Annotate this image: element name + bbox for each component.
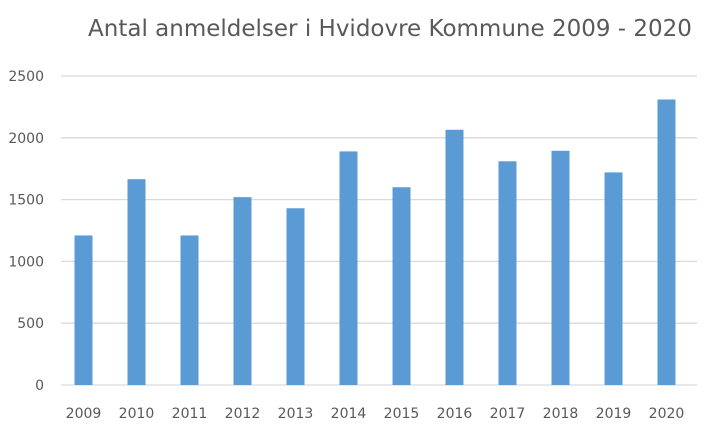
x-tick-label: 2017 (490, 406, 526, 422)
x-tick-label: 2018 (543, 406, 579, 422)
x-tick-label: 2010 (119, 406, 155, 422)
x-tick-label: 2020 (649, 406, 685, 422)
bar-2012 (233, 197, 252, 385)
bar-2020 (657, 99, 676, 385)
x-tick-label: 2012 (225, 406, 261, 422)
y-tick-label: 2500 (8, 69, 44, 85)
x-tick-label: 2019 (596, 406, 632, 422)
bar-2016 (445, 129, 464, 385)
y-tick-label: 2000 (8, 131, 44, 147)
bar-2013 (286, 208, 305, 385)
x-tick-label: 2013 (278, 406, 314, 422)
bar-2018 (551, 150, 570, 385)
x-tick-label: 2014 (331, 406, 367, 422)
chart-title: Antal anmeldelser i Hvidovre Kommune 200… (88, 16, 692, 42)
y-tick-label: 1000 (8, 254, 44, 270)
x-tick-label: 2009 (66, 406, 102, 422)
bar-2010 (127, 179, 146, 385)
bar-2009 (74, 235, 93, 385)
y-tick-label: 0 (35, 378, 44, 394)
x-tick-label: 2016 (437, 406, 473, 422)
bar-2014 (339, 151, 358, 385)
bar-2017 (498, 161, 517, 385)
x-tick-label: 2015 (384, 406, 420, 422)
y-tick-label: 1500 (8, 193, 44, 209)
bar-2011 (180, 235, 199, 385)
bar-2015 (392, 187, 411, 385)
y-tick-label: 500 (17, 316, 44, 332)
bar-2019 (604, 172, 623, 385)
x-tick-label: 2011 (172, 406, 208, 422)
